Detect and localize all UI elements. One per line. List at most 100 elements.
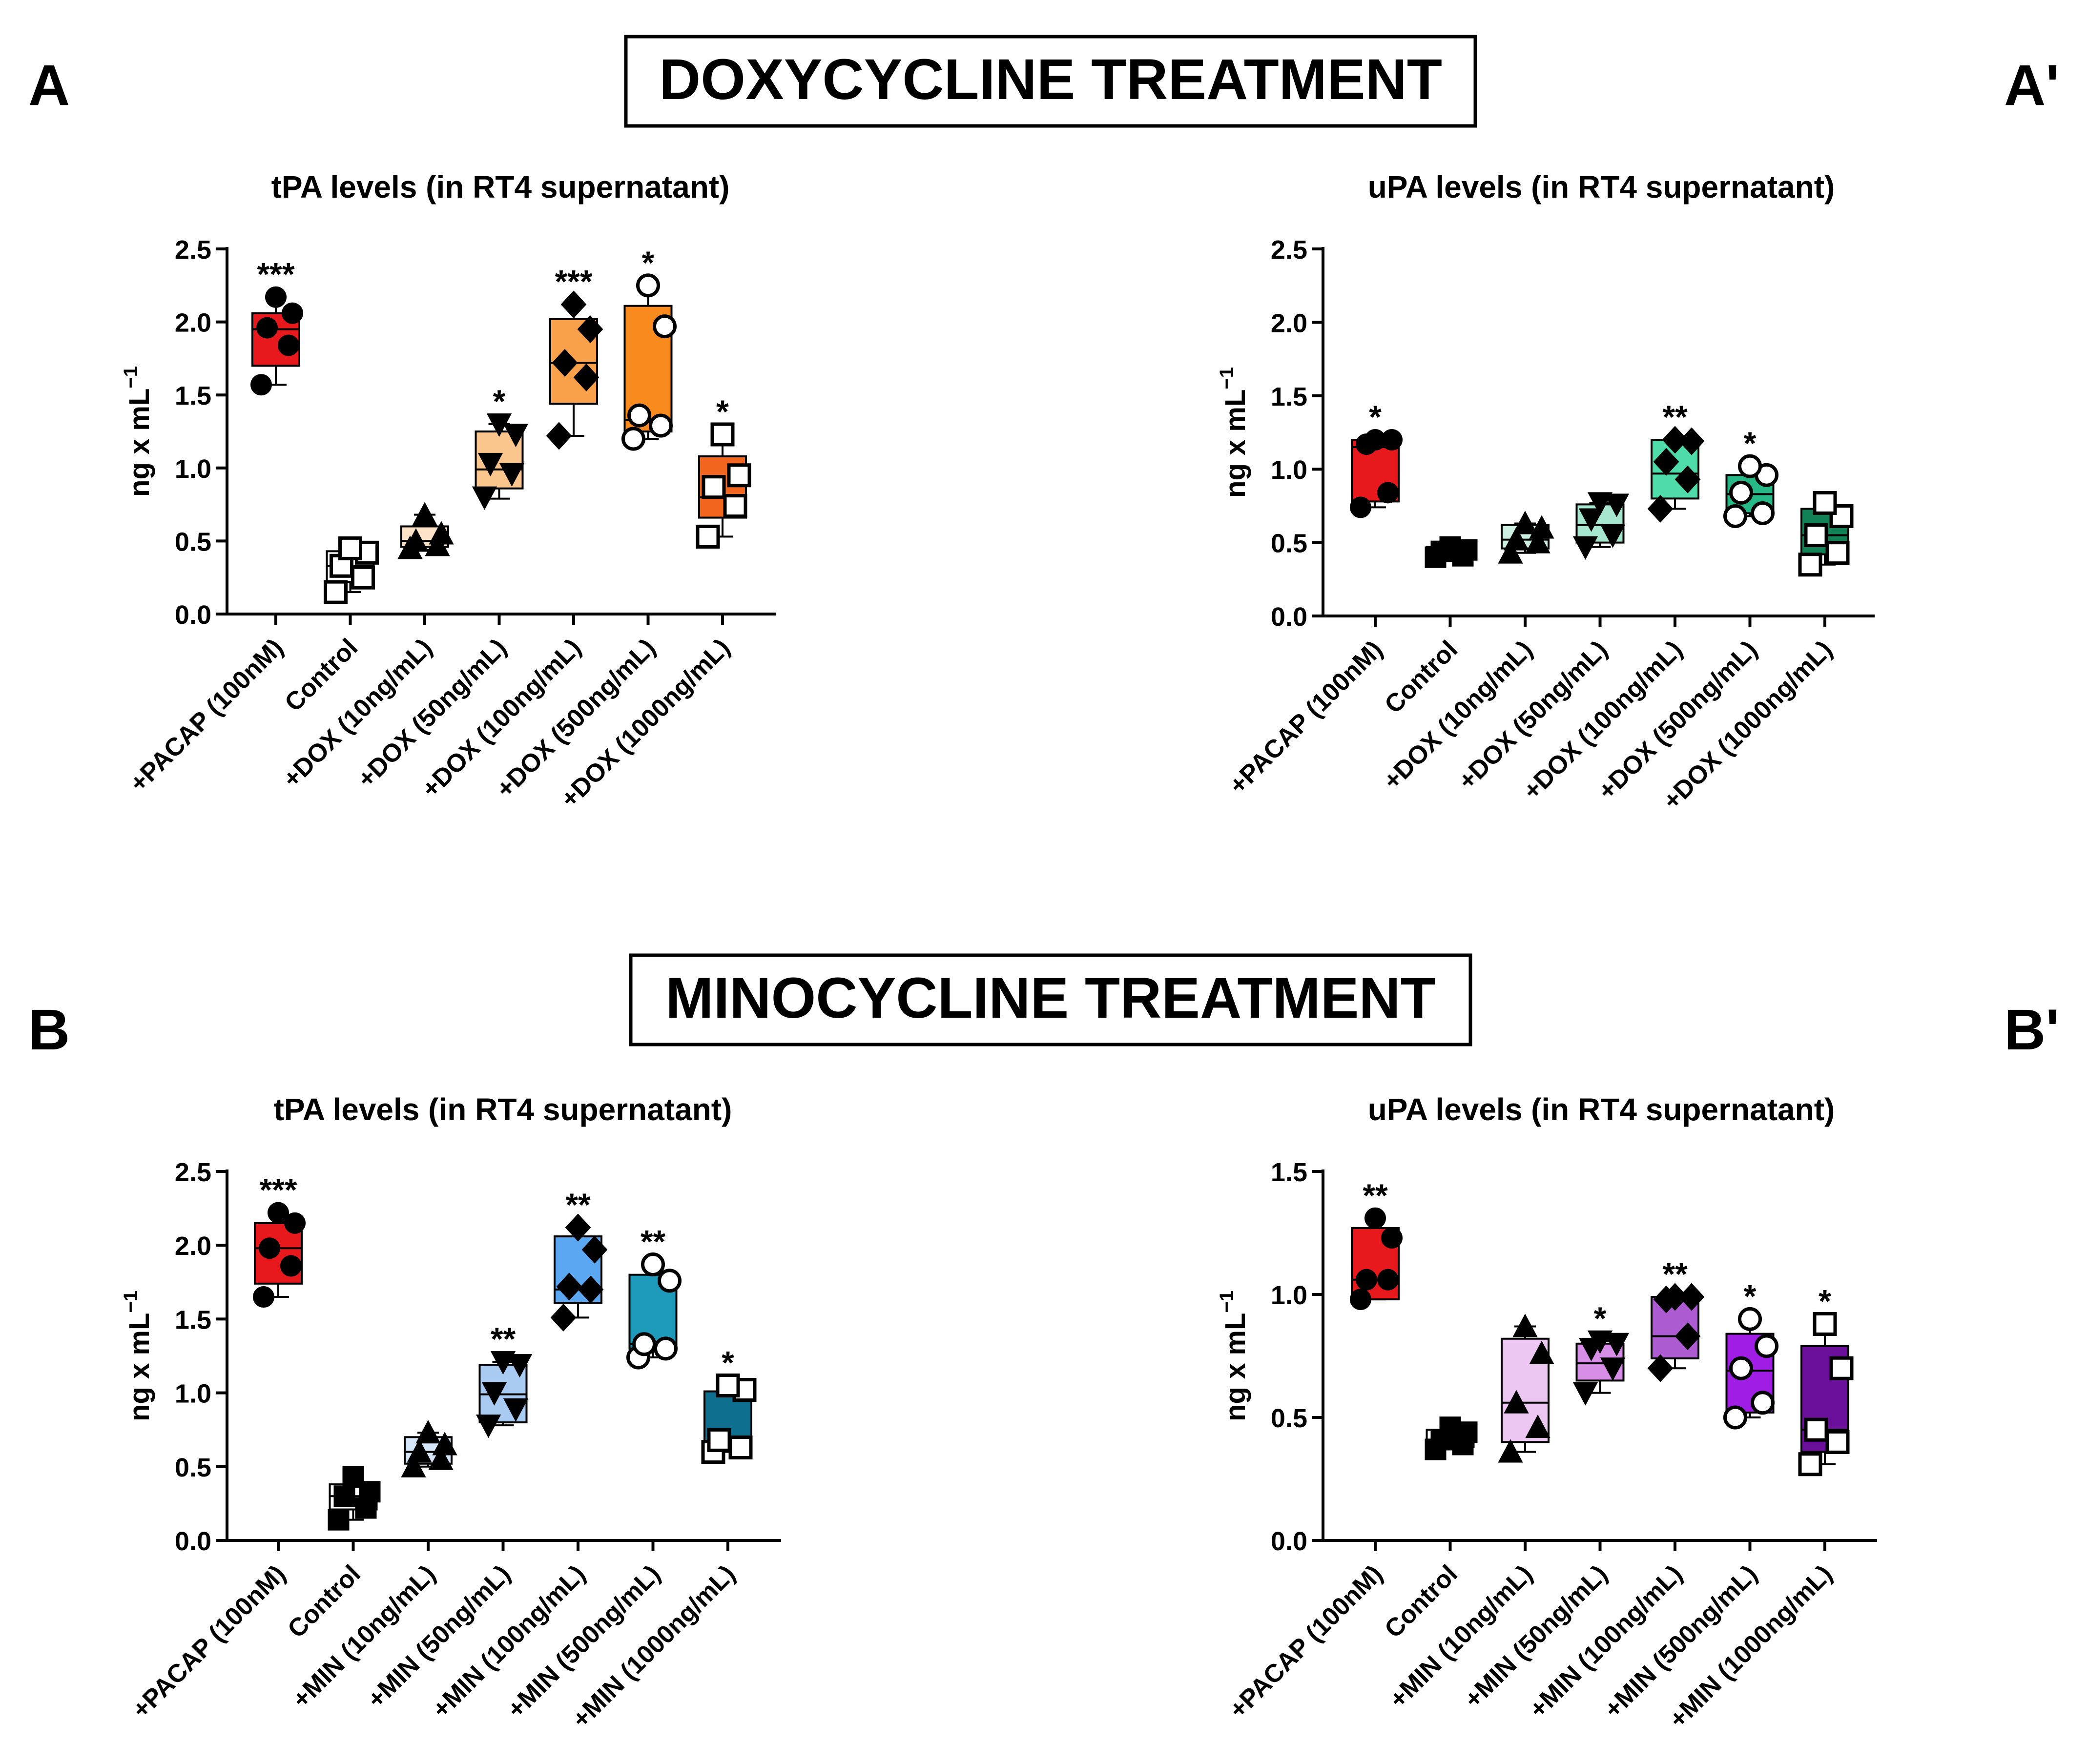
data-point	[1350, 1289, 1371, 1311]
y-tick-label: 2.0	[175, 308, 211, 338]
y-tick-label: 0.0	[175, 1527, 211, 1556]
data-point	[710, 422, 735, 447]
y-tick-label: 0.0	[175, 600, 211, 630]
significance-label: **	[565, 1187, 591, 1223]
y-tick-label: 2.5	[175, 235, 211, 265]
data-point	[282, 302, 303, 324]
panel-label-a-prime: A'	[2004, 53, 2059, 118]
data-point	[351, 565, 375, 590]
significance-label: **	[1662, 399, 1688, 435]
data-point	[415, 1420, 441, 1444]
data-point	[1600, 1357, 1626, 1381]
data-point	[1364, 1207, 1386, 1229]
data-point	[1512, 1313, 1538, 1337]
significance-label: **	[1662, 1256, 1688, 1292]
data-point	[546, 422, 572, 450]
y-tick-label: 1.0	[175, 1379, 211, 1409]
data-point	[486, 413, 512, 437]
box-group: **	[1647, 1256, 1705, 1382]
data-point	[1439, 536, 1461, 558]
y-tick-label: 2.5	[175, 1158, 211, 1187]
data-point	[250, 374, 272, 396]
data-point	[481, 1382, 507, 1406]
data-point	[256, 317, 278, 339]
data-point	[641, 1252, 665, 1277]
data-point	[1813, 1312, 1837, 1336]
significance-label: ***	[257, 256, 294, 292]
significance-label: *	[722, 1344, 734, 1380]
significance-label: ***	[259, 1172, 297, 1208]
data-point	[636, 273, 660, 298]
y-tick-label: 0.0	[1271, 1527, 1307, 1556]
y-tick-label: 1.0	[1271, 455, 1307, 485]
data-point	[1723, 504, 1747, 528]
data-point	[621, 427, 645, 451]
data-point	[403, 528, 429, 552]
data-point	[1356, 1269, 1377, 1291]
y-axis-label: ng x mL−1	[1216, 1291, 1251, 1421]
significance-label: *	[1744, 425, 1757, 461]
header-doxycycline: DOXYCYCLINE TREATMENT	[624, 35, 1477, 128]
data-point	[472, 486, 497, 510]
header-minocycline: MINOCYCLINE TREATMENT	[629, 953, 1472, 1046]
data-point	[1675, 1322, 1701, 1351]
data-point	[1738, 454, 1762, 478]
data-point	[1529, 1340, 1554, 1364]
data-point	[1751, 501, 1775, 525]
data-point	[284, 1212, 306, 1234]
data-point	[658, 1269, 682, 1293]
box-group: ***	[546, 264, 603, 450]
data-point	[552, 349, 578, 377]
data-point	[425, 533, 450, 556]
data-point	[1751, 1391, 1775, 1415]
y-tick-label: 1.5	[175, 1305, 211, 1334]
data-point	[649, 413, 673, 438]
data-point	[1804, 523, 1828, 548]
box-group: *	[472, 383, 529, 510]
data-point	[1572, 536, 1598, 560]
box-group	[1572, 492, 1630, 560]
data-point	[1377, 482, 1399, 504]
data-point	[268, 1202, 289, 1224]
data-point	[1647, 494, 1674, 523]
data-point	[1498, 1439, 1523, 1463]
chart-title: tPA levels (in RT4 supernatant)	[271, 169, 730, 205]
data-point	[1662, 426, 1688, 454]
significance-label: *	[1819, 1283, 1831, 1319]
y-tick-label: 1.5	[175, 381, 211, 410]
y-tick-label: 2.5	[1271, 235, 1307, 265]
data-point	[1604, 1333, 1630, 1356]
data-point	[1829, 1356, 1854, 1380]
chart-title: uPA levels (in RT4 supernatant)	[1368, 1092, 1835, 1127]
data-point	[716, 1373, 740, 1397]
data-point	[429, 521, 454, 545]
data-point	[1381, 1227, 1403, 1249]
data-point	[654, 1336, 678, 1361]
significance-label: **	[641, 1224, 666, 1260]
box-group	[324, 536, 379, 604]
y-axis-label: ng x mL−1	[1216, 367, 1251, 498]
box-group: *	[1350, 399, 1403, 518]
data-point	[565, 1213, 591, 1242]
data-point	[1604, 493, 1630, 517]
data-point	[1587, 1330, 1613, 1354]
data-point	[1647, 1354, 1674, 1382]
data-point	[259, 1237, 280, 1259]
data-point	[475, 1415, 501, 1438]
box-group: **	[550, 1187, 608, 1332]
data-point	[1675, 465, 1701, 493]
significance-label: *	[1594, 1300, 1607, 1336]
data-point	[499, 463, 525, 487]
box-group	[1425, 536, 1478, 568]
data-point	[581, 1235, 608, 1264]
data-point	[696, 524, 720, 549]
data-point	[1804, 1417, 1828, 1442]
box-group: *	[1572, 1300, 1630, 1406]
data-point	[1498, 540, 1523, 564]
box-group: **	[1350, 1177, 1403, 1311]
significance-label: ***	[555, 264, 592, 300]
box-group: *	[701, 1344, 757, 1464]
chart-title: uPA levels (in RT4 supernatant)	[1368, 169, 1835, 205]
data-point	[560, 290, 587, 319]
